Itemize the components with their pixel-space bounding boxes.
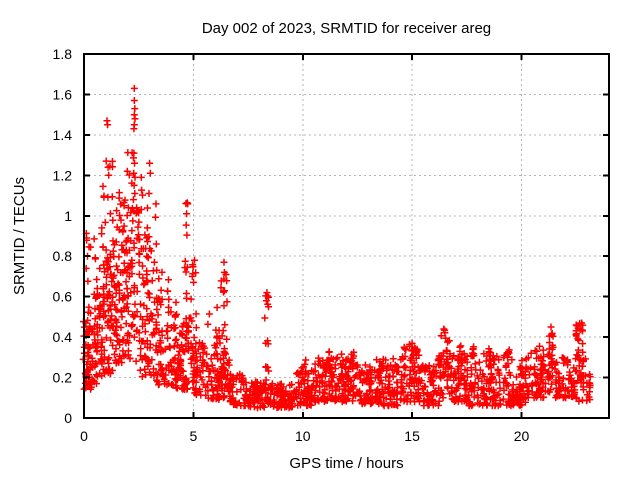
- x-tick-label: 10: [295, 428, 311, 444]
- y-tick-label: 0.4: [53, 329, 73, 345]
- x-tick-labels: 0 5 10 15 20: [80, 428, 529, 444]
- x-tick-label: 0: [80, 428, 88, 444]
- x-axis-label: GPS time / hours: [289, 455, 404, 472]
- x-tick-label: 15: [404, 428, 420, 444]
- y-tick-label: 1.8: [53, 46, 73, 62]
- y-tick-labels: 0 0.2 0.4 0.6 0.8 1 1.2 1.4 1.6 1.8: [53, 46, 73, 426]
- x-tick-label: 5: [190, 428, 198, 444]
- y-tick-label: 1: [64, 208, 72, 224]
- y-axis-label: SRMTID / TECUs: [11, 177, 28, 295]
- chart-title: Day 002 of 2023, SRMTID for receiver are…: [201, 20, 492, 37]
- y-tick-label: 0: [64, 410, 72, 426]
- x-tick-label: 20: [514, 428, 530, 444]
- y-tick-label: 0.8: [53, 248, 73, 264]
- y-tick-label: 0.2: [53, 370, 73, 386]
- y-tick-label: 1.6: [53, 86, 73, 102]
- y-tick-label: 1.4: [53, 127, 73, 143]
- y-tick-label: 0.6: [53, 289, 73, 305]
- y-tick-label: 1.2: [53, 167, 73, 183]
- scatter-points: [79, 84, 594, 412]
- plot-border: [83, 53, 610, 419]
